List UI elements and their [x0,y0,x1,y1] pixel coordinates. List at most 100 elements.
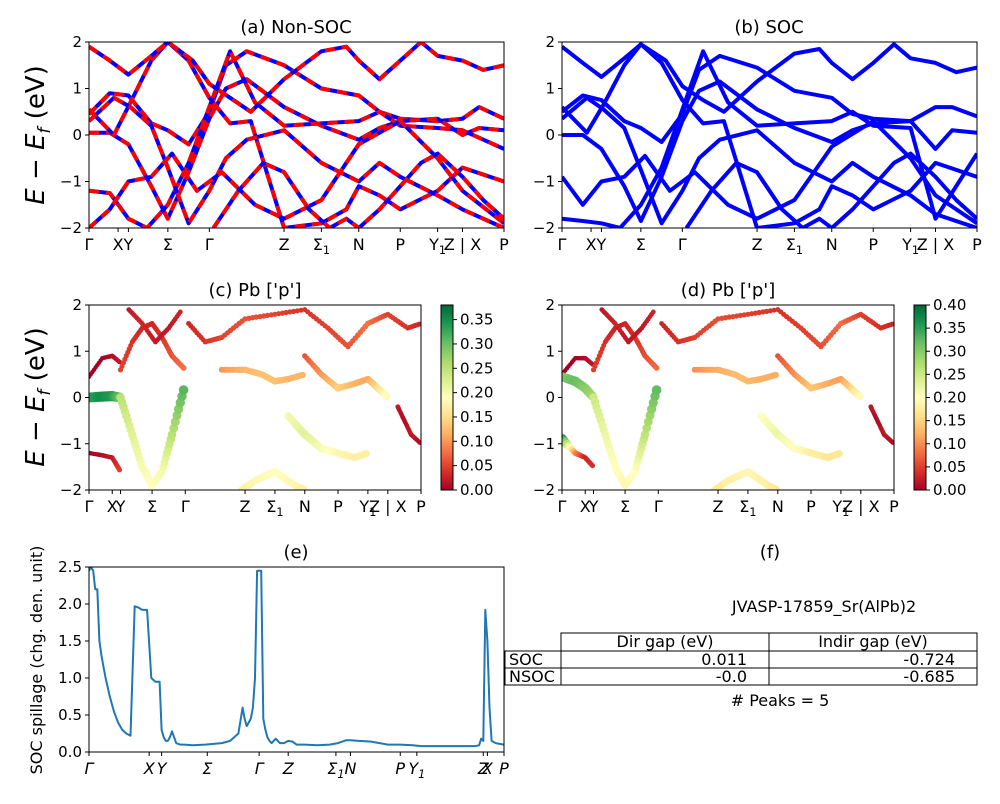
projection-point [294,308,300,314]
ylabel-top-sub: f [35,125,55,134]
kpoint-label-main: N [826,235,838,254]
ytick-label: 0 [545,126,555,144]
ytick-label: −2 [533,481,555,499]
panel-d-title: (d) Pb ['p'] [681,280,776,301]
kpoint-label: Y1 [408,759,425,781]
projection-point [590,463,595,469]
kpoint-label-main: Z | X [444,235,482,254]
kpoint-label-main: Y [428,235,439,254]
kpoint-label-main: X [143,759,156,778]
colorbar-tick-label: 0.20 [460,384,493,402]
panel-f-material-name: JVASP-17859_Sr(AlPb)2 [731,597,916,617]
ytick-label: 2 [72,296,82,314]
kpoint-label-main: Σ [636,235,646,254]
colorbar [913,304,927,491]
panel-f-title: (f) [760,542,780,563]
kpoint-label-main: Y [358,497,369,516]
kpoint-label-main: Y [408,759,419,778]
kpoint-label: Z | X [842,497,880,516]
colorbar-tick-label: 0.00 [460,481,493,499]
kpoint-label: Γ [205,235,214,254]
kpoint-label-main: X [107,497,118,516]
projection-point [889,321,894,327]
kpoint-label: P [395,759,405,778]
kpoint-label-main: Y [123,235,134,254]
kpoint-label: Γ [85,497,94,516]
kpoint-label-main: Y [901,235,912,254]
colorbar-tick-label: 0.35 [933,319,966,337]
band-lines [562,42,977,228]
kpoint-label: Z [752,235,763,254]
band-line-soc [562,49,977,228]
kpoint-label: Z [477,759,490,778]
kpoint-label: Z | X [369,497,407,516]
kpoint-label-main: Σ [266,497,276,516]
band-line-red-dashed [89,42,504,228]
kpoint-label: Γ [181,497,190,516]
band-line-red-dashed [89,77,504,221]
band-ylabel-middle: E − Ef (eV) [21,327,55,467]
kpoint-label: Σ1 [266,497,283,519]
kpoint-label: X [143,759,156,778]
kpoint-label: Y [588,497,599,516]
kpoint-label-main: Σ [147,497,157,516]
kpoint-label: Γ [85,235,94,254]
projection-point [382,392,391,401]
panel-f-peaks: # Peaks = 5 [731,691,830,710]
table-row-label: SOC [509,650,543,669]
svg-text:E − Ef (eV): E − Ef (eV) [21,65,55,205]
band-line-soc [562,42,977,228]
colorbar-tick-label: 0.15 [933,412,966,430]
kpoint-label: N [772,497,784,516]
band-line-red-dashed [89,49,504,228]
projection-point [180,365,187,371]
band-line-soc [562,79,977,223]
kpoint-label-sub: 1 [276,506,283,519]
colorbar-tick-label: 0.10 [933,435,966,453]
kpoint-label-main: P [868,235,878,254]
band-lines [89,42,504,228]
kpoint-label-main: P [499,235,509,254]
projection-point [767,308,773,314]
kpoint-label: Γ [678,235,687,254]
ytick-label: 2.0 [58,595,82,613]
ytick-label: 0.0 [58,743,82,761]
kpoint-label-main: P [889,497,899,516]
kpoint-label: Σ1 [313,235,330,257]
kpoint-label-main: X [113,235,124,254]
kpoint-label-main: Γ [654,497,663,516]
ytick-label: 1.0 [58,669,82,687]
kpoint-label-main: Z | X [369,497,407,516]
kpoint-label-main: Σ [620,497,630,516]
kpoint-label-main: X [481,759,494,778]
kpoint-label: P [499,759,509,778]
kpoint-label-sub: 1 [796,244,803,257]
kpoint-label: Y1 [358,497,376,519]
kpoint-label-main: Z [279,235,290,254]
kpoint-label-main: P [416,497,426,516]
kpoint-label: N [353,235,365,254]
kpoint-label-main: Z [282,759,295,778]
kpoint-label-main: Γ [85,759,95,778]
projection-points [89,307,421,490]
projection-point [298,307,304,313]
colorbar-tick-label: 0.35 [460,311,493,329]
kpoint-label: Y1 [901,235,919,257]
kpoint-label: Z | X [917,235,955,254]
kpoint-label: Γ [85,759,95,778]
panel-d-pb-p-projection: (d) Pb ['p'] 210−1−2Γ XY Σ Γ Z Σ1 N P Y1Z | X P0.… [533,280,967,519]
kpoint-label-main: Γ [558,235,567,254]
table-value-cell: -0.724 [903,650,955,669]
projection-point [651,385,662,395]
kpoint-label-main: Γ [205,235,214,254]
kpoint-label: P [333,497,343,516]
kpoint-label-main: X [586,235,597,254]
colorbar-tick-label: 0.00 [933,481,966,499]
kpoint-label: X [481,759,494,778]
panel-c-pb-p-projection: (c) Pb ['p'] 210−1−2Γ XY Σ Γ Z Σ1 N P Y1Z | X P0.… [60,280,494,519]
ylabel-top-unit: (eV) [21,65,51,127]
kpoint-label: Y [157,759,168,778]
kpoint-label: Γ [558,235,567,254]
kpoint-label-main: P [806,497,816,516]
